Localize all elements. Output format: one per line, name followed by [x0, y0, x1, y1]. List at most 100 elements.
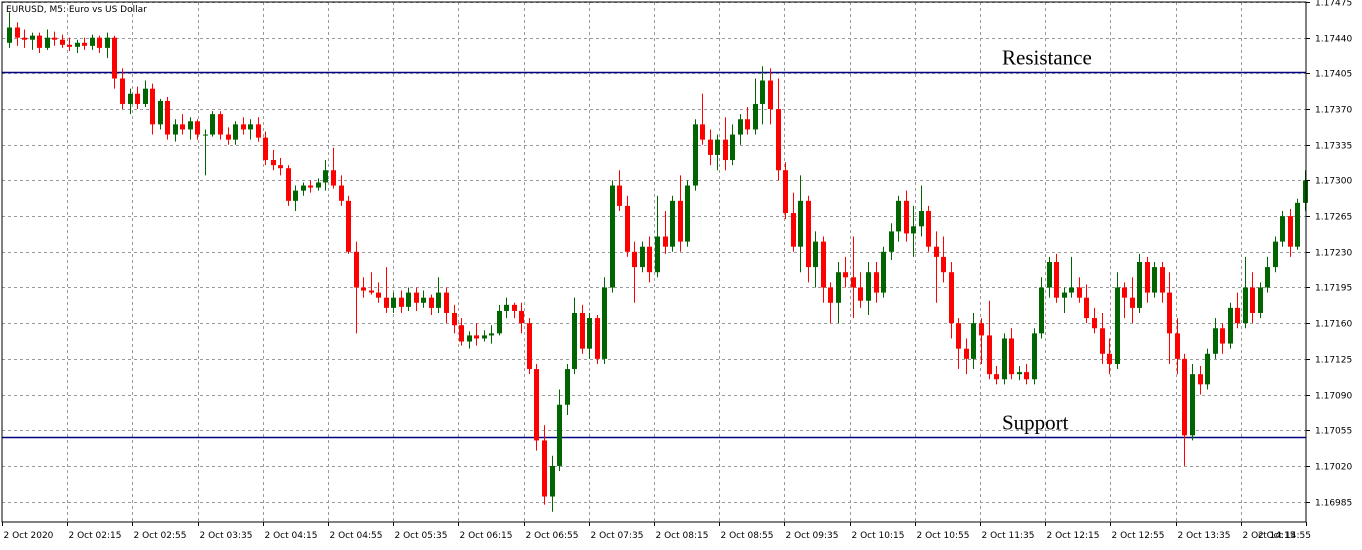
candle-body [866, 272, 871, 301]
candle-body [263, 137, 268, 161]
candle-body [527, 323, 532, 370]
candle-body [421, 297, 426, 303]
candle-bear [82, 37, 87, 50]
candle-body [1273, 241, 1278, 268]
candle-body [964, 348, 969, 359]
price-tick-label: 1.17405 [1315, 70, 1352, 80]
candle-bull [889, 223, 894, 260]
candle-bull [1137, 253, 1142, 313]
candle-body [896, 200, 901, 232]
candle-body [625, 205, 630, 252]
candle-bear [1175, 318, 1180, 375]
time-axis: 2 Oct 2020 2 Oct 02:15 2 Oct 02:55 2 Oct 03… [2, 522, 1311, 541]
candle-body [482, 335, 487, 339]
time-tick-label: 2 Oct 10:55 [917, 531, 970, 541]
candle-bear [987, 300, 992, 380]
candle-body [339, 185, 344, 201]
time-tick-label: 2 Oct 14:15 [1243, 531, 1296, 541]
candle-body [90, 37, 95, 46]
candle-bear [949, 262, 954, 339]
candle-body [723, 139, 728, 161]
candle-bear [60, 34, 65, 48]
candle-bull [203, 129, 208, 176]
candle-bear [1084, 284, 1089, 324]
candle-bull [210, 111, 215, 137]
candle-bull [406, 287, 411, 311]
candle-bear [346, 195, 351, 254]
candle-body [813, 241, 818, 268]
candle-bull [482, 330, 487, 342]
candle-bull [1152, 262, 1157, 298]
candle-body [776, 109, 781, 171]
candle-bear [22, 29, 27, 48]
candle-bear [1107, 338, 1112, 375]
time-tick-label: 2 Oct 2020 [4, 531, 54, 541]
candle-bull [301, 182, 306, 196]
candle-bull [738, 114, 743, 145]
candle-body [956, 323, 961, 349]
candle-bull [1243, 256, 1248, 329]
price-tick-label: 1.17195 [1315, 284, 1352, 294]
candle-body [519, 310, 524, 324]
candle-body [1295, 202, 1300, 247]
time-tick-label: 2 Oct 08:15 [656, 531, 709, 541]
candle-bear [226, 127, 231, 145]
candle-body [406, 292, 411, 307]
candle-body [1017, 372, 1022, 375]
candle-body [971, 323, 976, 359]
candle-body [1039, 287, 1044, 334]
candle-bull [391, 292, 396, 313]
candle-bear [376, 282, 381, 303]
price-tick-label: 1.17125 [1315, 356, 1352, 366]
candle-bear [384, 267, 389, 313]
candle-bull [640, 241, 645, 273]
candle-body [987, 335, 992, 375]
candle-body [180, 124, 185, 130]
candle-body [760, 80, 765, 104]
candle-bear [399, 290, 404, 313]
candle-body [346, 200, 351, 252]
candle-bull [467, 331, 472, 349]
candle-body [565, 369, 570, 405]
candle-bull [1190, 363, 1195, 441]
candle-body [919, 211, 924, 227]
candle-body [452, 312, 457, 326]
candle-body [248, 124, 253, 130]
candle-body [1002, 338, 1007, 380]
candle-bull [504, 297, 509, 319]
candle-bear [1182, 353, 1187, 466]
candle-bear [241, 117, 246, 135]
candle-bear [595, 315, 600, 364]
candle-body [572, 312, 577, 370]
candle-bear [331, 147, 336, 189]
candle-bull [1032, 328, 1037, 385]
candle-body [504, 304, 509, 311]
candle-body [173, 124, 178, 135]
candle-body [203, 134, 208, 136]
candle-body [30, 35, 35, 40]
time-tick-label: 2 Oct 14:55 [1258, 531, 1311, 541]
candle-bull [30, 32, 35, 50]
candle-bull [1002, 333, 1007, 385]
candle-body [1122, 287, 1127, 298]
candle-bear [286, 165, 291, 206]
candle-bear [745, 107, 750, 135]
candle-bull [497, 304, 502, 336]
candle-body [1115, 287, 1120, 364]
level-lines: Resistance Support [2, 46, 1306, 439]
candle-body [256, 124, 261, 138]
price-tick-label: 1.17090 [1315, 392, 1352, 402]
candle-bear [369, 272, 374, 295]
candle-bull [293, 185, 298, 212]
candle-body [1265, 267, 1270, 288]
candle-body [82, 42, 87, 46]
candle-body [293, 190, 298, 201]
time-tick-label: 2 Oct 12:15 [1047, 531, 1100, 541]
candle-body [361, 287, 366, 291]
candle-bull [572, 297, 577, 375]
candle-body [22, 37, 27, 40]
candle-body [226, 134, 231, 140]
candle-body [1137, 262, 1142, 308]
candle-body [399, 297, 404, 307]
